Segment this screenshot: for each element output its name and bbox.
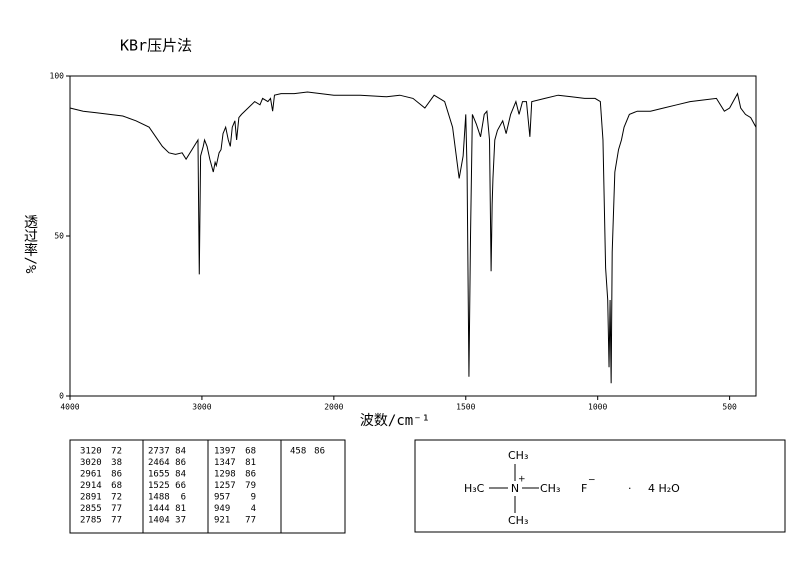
bonds [489, 464, 539, 513]
peak-transmittance: 84 [175, 470, 186, 480]
peak-wavenumber: 1404 [148, 516, 170, 526]
structure-text: CH₃ [508, 514, 528, 527]
peak-transmittance: 86 [111, 470, 122, 480]
peak-transmittance: 86 [314, 447, 325, 457]
peak-wavenumber: 458 [290, 447, 306, 457]
peak-wavenumber: 2464 [148, 458, 170, 468]
peak-transmittance: 77 [245, 516, 256, 526]
peak-wavenumber: 1655 [148, 470, 170, 480]
structure-text: H₃C [464, 482, 485, 495]
structure-frame [414, 439, 786, 533]
x-tick-label: 4000 [60, 403, 79, 412]
peak-transmittance: 81 [245, 458, 256, 468]
x-tick-label: 3000 [192, 403, 211, 412]
x-tick-label: 1500 [456, 403, 475, 412]
structure-text: N [511, 482, 519, 495]
peak-wavenumber: 1525 [148, 481, 170, 491]
x-tick-label: 1000 [588, 403, 607, 412]
peak-transmittance: 79 [245, 481, 256, 491]
peak-transmittance: 77 [111, 504, 122, 514]
peak-transmittance: 84 [175, 447, 186, 457]
peak-wavenumber: 957 [214, 493, 230, 503]
x-tick-label: 500 [722, 403, 737, 412]
structure-text: CH₃ [508, 449, 528, 462]
plot-frame [69, 75, 757, 397]
structure-text: CH₃ [540, 482, 560, 495]
peak-wavenumber: 3020 [80, 458, 102, 468]
peak-wavenumber: 2891 [80, 493, 102, 503]
peak-transmittance: 86 [245, 470, 256, 480]
peak-wavenumber: 1397 [214, 447, 236, 457]
peak-wavenumber: 2961 [80, 470, 102, 480]
peak-wavenumber: 949 [214, 504, 230, 514]
peak-transmittance: 37 [175, 516, 186, 526]
peak-transmittance: 4 [251, 504, 256, 514]
peak-transmittance: 68 [245, 447, 256, 457]
peak-transmittance: 66 [175, 481, 186, 491]
peak-wavenumber: 2855 [80, 504, 102, 514]
spectrum-line [69, 91, 757, 384]
peak-transmittance: 6 [181, 493, 186, 503]
peak-wavenumber: 1347 [214, 458, 236, 468]
peak-wavenumber: 1488 [148, 493, 170, 503]
peak-transmittance: 38 [111, 458, 122, 468]
peak-wavenumber: 1444 [148, 504, 170, 514]
structure-text: F [581, 482, 587, 495]
peak-transmittance: 81 [175, 504, 186, 514]
structure-text: − [588, 476, 596, 486]
y-tick-label: 100 [50, 72, 65, 81]
peak-transmittance: 9 [251, 493, 256, 503]
chart-title: KBr压片法 [120, 37, 192, 55]
peak-wavenumber: 1257 [214, 481, 236, 491]
peak-wavenumber: 2737 [148, 447, 170, 457]
y-tick-label: 0 [59, 392, 64, 401]
structure-text: + [518, 475, 526, 485]
peak-wavenumber: 921 [214, 516, 230, 526]
peak-wavenumber: 2785 [80, 516, 102, 526]
peak-wavenumber: 2914 [80, 481, 102, 491]
peak-wavenumber: 1298 [214, 470, 236, 480]
structure-text: · [628, 482, 632, 495]
peak-transmittance: 86 [175, 458, 186, 468]
peak-transmittance: 68 [111, 481, 122, 491]
y-tick-label: 50 [54, 232, 64, 241]
structure-text: 4 H₂O [648, 482, 680, 495]
peak-transmittance: 72 [111, 447, 122, 457]
peak-transmittance: 77 [111, 516, 122, 526]
x-tick-label: 2000 [324, 403, 343, 412]
y-axis-label: 透过率/% [22, 215, 38, 274]
peak-wavenumber: 3120 [80, 447, 102, 457]
x-axis-label: 波数/cm⁻¹ [360, 413, 430, 429]
peak-transmittance: 72 [111, 493, 122, 503]
